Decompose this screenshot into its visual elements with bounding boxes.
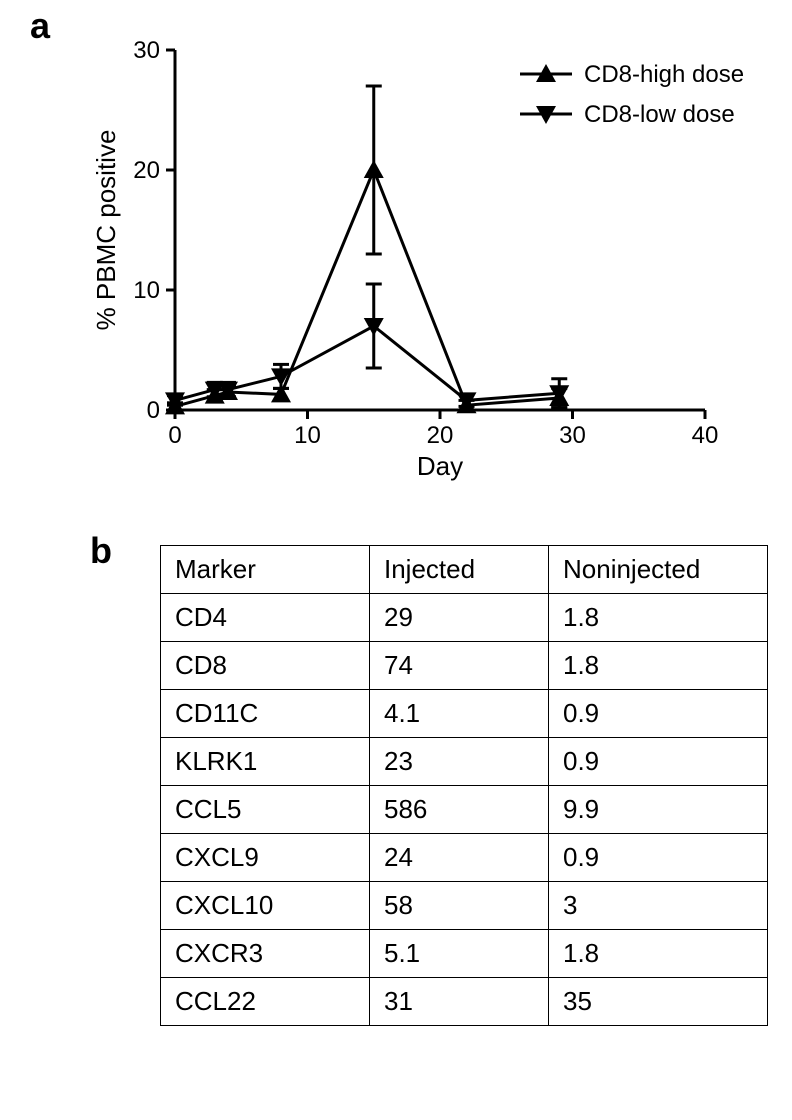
table-cell: 1.8 [549,930,768,978]
table-row: CD8741.8 [161,642,768,690]
table-header-cell: Injected [370,546,549,594]
table-cell: CD11C [161,690,370,738]
table-cell: 35 [549,978,768,1026]
svg-text:10: 10 [294,422,321,449]
table-cell: CXCR3 [161,930,370,978]
table-body: CD4291.8CD8741.8CD11C4.10.9KLRK1230.9CCL… [161,594,768,1026]
svg-text:% PBMC positive: % PBMC positive [91,130,121,331]
table-header-cell: Marker [161,546,370,594]
table-cell: 0.9 [549,690,768,738]
table-row: CXCL9240.9 [161,834,768,882]
table-cell: 58 [370,882,549,930]
table-cell: 31 [370,978,549,1026]
table-row: CXCL10583 [161,882,768,930]
marker-table-container: MarkerInjectedNoninjected CD4291.8CD8741… [160,545,768,1026]
table-cell: 586 [370,786,549,834]
table-cell: CCL22 [161,978,370,1026]
table-row: KLRK1230.9 [161,738,768,786]
table-header-row: MarkerInjectedNoninjected [161,546,768,594]
svg-text:20: 20 [427,422,454,449]
table-header-cell: Noninjected [549,546,768,594]
table-cell: CD4 [161,594,370,642]
table-cell: 24 [370,834,549,882]
table-row: CCL55869.9 [161,786,768,834]
table-row: CD4291.8 [161,594,768,642]
svg-text:CD8-low dose: CD8-low dose [584,101,735,128]
table-cell: 23 [370,738,549,786]
panel-a-label: a [30,5,50,47]
svg-text:20: 20 [133,157,160,184]
table-row: CCL223135 [161,978,768,1026]
table-cell: 0.9 [549,738,768,786]
pbmc-chart-svg: 0 10 20 30 40 0 10 20 30 Day % PBMC positive CD8-hi… [55,20,755,490]
table-cell: 1.8 [549,642,768,690]
pbmc-chart: 0 10 20 30 40 0 10 20 30 Day % PBMC positive CD8-hi… [55,20,755,490]
table-cell: CD8 [161,642,370,690]
table-cell: 0.9 [549,834,768,882]
svg-text:10: 10 [133,277,160,304]
svg-text:CD8-high dose: CD8-high dose [584,61,744,88]
table-cell: 74 [370,642,549,690]
marker-table: MarkerInjectedNoninjected CD4291.8CD8741… [160,545,768,1026]
table-cell: 4.1 [370,690,549,738]
table-cell: CCL5 [161,786,370,834]
table-cell: 9.9 [549,786,768,834]
table-row: CXCR35.11.8 [161,930,768,978]
panel-b-label: b [90,530,112,572]
table-row: CD11C4.10.9 [161,690,768,738]
svg-text:0: 0 [168,422,181,449]
table-cell: CXCL10 [161,882,370,930]
table-cell: CXCL9 [161,834,370,882]
svg-text:30: 30 [559,422,586,449]
table-cell: 29 [370,594,549,642]
svg-text:40: 40 [692,422,719,449]
table-cell: KLRK1 [161,738,370,786]
table-cell: 1.8 [549,594,768,642]
svg-text:0: 0 [147,397,160,424]
svg-text:Day: Day [417,451,463,481]
svg-text:30: 30 [133,37,160,64]
table-cell: 5.1 [370,930,549,978]
table-cell: 3 [549,882,768,930]
